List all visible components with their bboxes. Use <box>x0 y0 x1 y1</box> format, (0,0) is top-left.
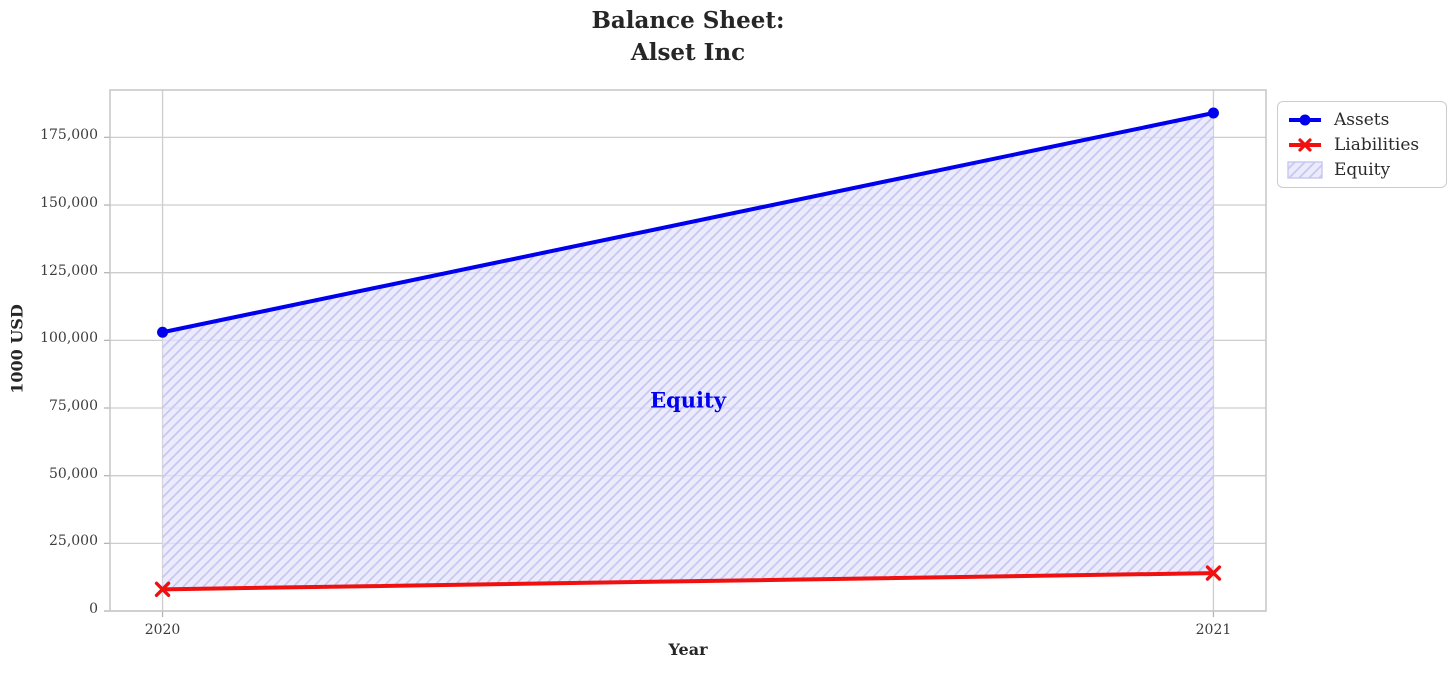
y-tick-label: 125,000 <box>40 262 98 279</box>
assets-marker <box>1207 107 1219 119</box>
equity-annotation: Equity <box>650 387 726 413</box>
y-tick-label: 50,000 <box>49 465 98 482</box>
equity-fill-region <box>162 113 1214 590</box>
assets-marker <box>157 326 169 338</box>
y-tick-label: 25,000 <box>49 533 98 550</box>
y-tick-label: 150,000 <box>40 195 98 212</box>
legend-label-liabilities: Liabilities <box>1334 134 1420 155</box>
title-line2: Alset Inc <box>630 39 746 66</box>
chart-title: Balance Sheet: Alset Inc <box>110 5 1266 69</box>
assets-line <box>160 111 1216 335</box>
liabilities-marker <box>1205 565 1222 581</box>
liabilities-line <box>160 571 1216 592</box>
legend-label-equity: Equity <box>1334 159 1391 180</box>
equity-hatch-patch-icon <box>1287 160 1323 179</box>
y-axis-label: 1000 USD <box>7 304 27 394</box>
liabilities-marker <box>154 581 171 598</box>
legend-item-assets: Assets <box>1287 110 1437 130</box>
y-tick-label: 175,000 <box>40 127 98 144</box>
legend-item-liabilities: Liabilities <box>1287 135 1437 155</box>
title-line1: Balance Sheet: <box>591 7 785 34</box>
axes-frame <box>109 89 1267 612</box>
assets-line-circle-icon <box>1289 114 1321 125</box>
x-tick-label: 2021 <box>1195 622 1232 638</box>
legend: Assets Liabilities Equity <box>1277 101 1447 188</box>
y-tick-label: 100,000 <box>40 330 98 347</box>
x-axis-label: Year <box>668 640 708 659</box>
y-tick-label: 75,000 <box>49 398 98 414</box>
x-tick-label: 2020 <box>144 622 181 638</box>
y-tick-label: 0 <box>89 601 98 617</box>
legend-label-assets: Assets <box>1334 109 1390 130</box>
legend-item-equity: Equity <box>1287 160 1437 180</box>
liabilities-line-x-icon <box>1289 137 1321 152</box>
